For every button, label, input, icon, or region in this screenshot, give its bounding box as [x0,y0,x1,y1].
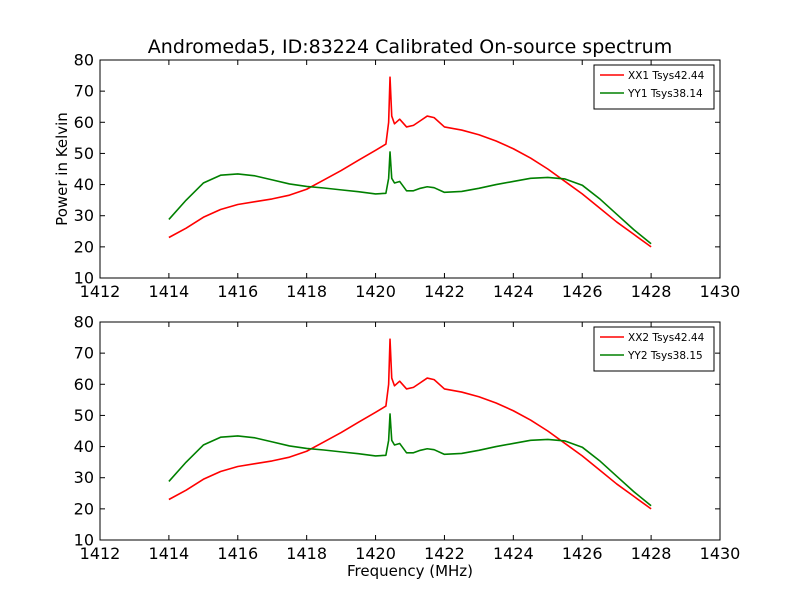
y-tick-label: 80 [74,313,94,332]
series-line-yy1 [168,151,652,245]
x-tick-label: 1422 [424,544,465,563]
y-tick-label: 30 [74,206,94,225]
y-tick-label: 50 [74,144,94,163]
legend-label: XX2 Tsys42.44 [628,332,705,344]
series-line-xx2 [168,338,652,510]
y-axis-label-top: Power in Kelvin [53,112,71,226]
legend: XX2 Tsys42.44 YY2 Tsys38.15 [593,326,715,372]
x-axis-label: Frequency (MHz) [347,562,473,580]
plot-frame [99,59,721,279]
series-line-yy2 [168,413,652,507]
y-tick-label: 60 [74,375,94,394]
x-tick-label: 1430 [700,544,741,563]
x-tick-label: 1424 [493,282,534,301]
x-tick-label: 1412 [80,282,121,301]
x-tick-label: 1426 [562,544,603,563]
x-tick-label: 1428 [631,282,672,301]
legend: XX1 Tsys42.44 YY1 Tsys38.14 [593,64,715,110]
y-tick-label: 70 [74,344,94,363]
legend-box [593,64,715,110]
x-tick-label: 1430 [700,282,741,301]
y-tick-label: 10 [74,531,94,550]
x-tick-label: 1418 [286,282,327,301]
x-tick-label: 1412 [80,544,121,563]
x-tick-label: 1422 [424,282,465,301]
x-tick-label: 1414 [149,544,190,563]
y-tick-label: 60 [74,113,94,132]
x-tick-label: 1418 [286,544,327,563]
y-tick-label: 20 [74,499,94,518]
x-tick-label: 1426 [562,282,603,301]
legend-box [593,326,715,372]
legend-label: XX1 Tsys42.44 [628,70,705,82]
y-tick-label: 40 [74,175,94,194]
y-tick-label: 20 [74,237,94,256]
x-tick-label: 1420 [355,282,396,301]
y-tick-label: 70 [74,82,94,101]
x-tick-label: 1424 [493,544,534,563]
legend-label: YY2 Tsys38.15 [627,350,703,362]
y-tick-label: 30 [74,468,94,487]
plot-frame [99,321,721,541]
legend-label: YY1 Tsys38.14 [627,88,703,100]
x-tick-label: 1416 [217,544,258,563]
chart-title: Andromeda5, ID:83224 Calibrated On-sourc… [148,36,672,58]
plot-panel-1: 1412 1414 1416 1418 1420 1422 1424 1426 1428 1430… [74,51,741,302]
y-tick-label: 50 [74,406,94,425]
series-line-xx1 [168,76,652,248]
x-tick-label: 1428 [631,544,672,563]
x-tick-label: 1416 [217,282,258,301]
x-tick-label: 1414 [149,282,190,301]
y-tick-label: 80 [74,51,94,70]
y-tick-label: 40 [74,437,94,456]
x-tick-label: 1420 [355,544,396,563]
plot-panel-2: 1412 1414 1416 1418 1420 1422 1424 1426 1428 1430… [74,313,741,564]
y-tick-label: 10 [74,269,94,288]
